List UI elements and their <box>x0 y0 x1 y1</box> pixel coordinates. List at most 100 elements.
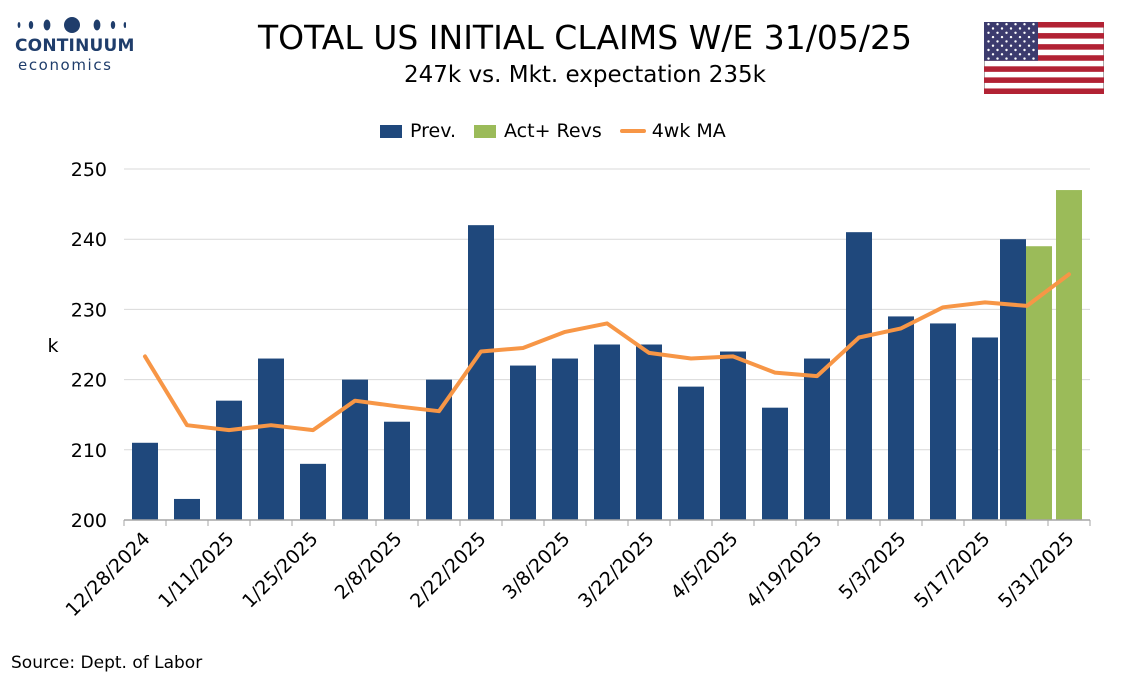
legend-label-prev: Prev. <box>410 120 457 142</box>
flag-star <box>991 27 995 30</box>
flag-star <box>1018 44 1022 47</box>
x-tick-label: 12/28/2024 <box>62 528 155 621</box>
flag-star <box>1032 48 1035 52</box>
flag-star <box>1009 35 1013 39</box>
flag-star <box>1023 57 1026 60</box>
flag-star <box>1014 23 1017 26</box>
legend-swatch-act <box>474 124 497 138</box>
flag-star <box>1018 35 1022 39</box>
flag-star <box>1000 44 1004 47</box>
flag-star <box>1018 53 1022 56</box>
flag-star <box>1009 27 1013 30</box>
bar-act <box>1026 246 1052 520</box>
x-tick-label: 4/19/2025 <box>742 528 826 612</box>
x-tick-label: 1/11/2025 <box>154 528 238 612</box>
x-tick-label: 2/8/2025 <box>331 528 407 604</box>
x-tick-label: 3/22/2025 <box>574 528 658 612</box>
y-tick-label: 220 <box>71 370 107 392</box>
logo-subtitle: economics <box>18 56 113 74</box>
flag-star <box>996 40 999 43</box>
bar-prev <box>510 365 536 520</box>
bar-prev <box>762 407 788 520</box>
flag-star <box>1014 31 1017 34</box>
chart-title: TOTAL US INITIAL CLAIMS W/E 31/05/25 <box>258 18 912 57</box>
bar-prev <box>930 323 956 520</box>
bar-prev <box>384 421 410 520</box>
bar-prev <box>426 379 452 520</box>
bar-prev <box>258 358 284 520</box>
x-tick-label: 5/3/2025 <box>835 528 911 604</box>
bar-prev <box>216 400 242 520</box>
flag-star <box>1000 35 1004 39</box>
flag-star <box>991 53 995 56</box>
x-tick-label: 1/25/2025 <box>238 528 322 612</box>
source-note: Source: Dept. of Labor <box>11 653 203 673</box>
logo-name: CONTINUUM <box>15 36 135 56</box>
y-axis-label: k <box>47 335 58 357</box>
x-tick-label: 5/31/2025 <box>994 528 1078 612</box>
flag-star <box>987 48 990 52</box>
bar-prev <box>846 232 872 520</box>
bar-prev <box>720 351 746 520</box>
flag-star <box>1005 48 1008 52</box>
flag-star <box>996 23 999 26</box>
y-tick-label: 230 <box>71 299 107 321</box>
legend-item-ma: 4wk MA <box>619 120 726 142</box>
flag-star <box>987 40 990 43</box>
legend-item-act: Act+ Revs <box>474 120 602 142</box>
x-tick-label: 3/8/2025 <box>499 528 575 604</box>
flag-star <box>987 31 990 34</box>
flag-star <box>1027 27 1031 30</box>
bar-prev <box>174 498 200 520</box>
bar-prev <box>552 358 578 520</box>
flag-star <box>1014 57 1017 60</box>
legend-item-prev: Prev. <box>380 120 456 142</box>
ma-line-layer <box>143 272 1071 433</box>
logo-dots-icon <box>17 17 126 33</box>
flag-star <box>1005 23 1008 26</box>
flag-star <box>1023 40 1026 43</box>
bar-prev <box>300 463 326 520</box>
bar-prev <box>1000 239 1026 520</box>
flag-star <box>1032 23 1035 26</box>
flag-star <box>1009 53 1013 56</box>
flag-star <box>1032 31 1035 34</box>
bar-prev <box>132 442 158 520</box>
flag-star <box>996 48 999 52</box>
flag-star <box>1009 44 1013 47</box>
bar-prev <box>804 358 830 520</box>
flag-star <box>1005 31 1008 34</box>
flag-star <box>1027 35 1031 39</box>
chart-legend: Prev. Act+ Revs 4wk MA <box>380 120 744 142</box>
legend-swatch-ma <box>619 129 646 133</box>
y-tick-label: 200 <box>71 510 107 532</box>
flag-star <box>991 44 995 47</box>
flag-star <box>996 57 999 60</box>
legend-label-act: Act+ Revs <box>504 120 602 142</box>
bar-prev <box>594 344 620 520</box>
flag-star <box>1005 40 1008 43</box>
x-tick-label: 2/22/2025 <box>406 528 490 612</box>
flag-star <box>1027 44 1031 47</box>
flag-star <box>1027 53 1031 56</box>
legend-swatch-prev <box>380 124 402 138</box>
flag-star <box>1023 31 1026 34</box>
flag-star <box>1018 27 1022 30</box>
brand-logo: CONTINUUM economics <box>12 14 137 76</box>
flag-star <box>1000 27 1004 30</box>
flag-star <box>1014 40 1017 43</box>
flag-star <box>987 23 990 26</box>
grid-lines <box>124 168 1090 451</box>
flag-star <box>987 57 990 60</box>
y-tick-label: 210 <box>71 440 107 462</box>
y-tick-label: 240 <box>71 229 107 251</box>
flag-star <box>1023 23 1026 26</box>
flag-star <box>1014 48 1017 52</box>
flag-star <box>1032 40 1035 43</box>
x-tick-label: 4/5/2025 <box>667 528 743 604</box>
flag-star <box>1023 48 1026 52</box>
flag-star <box>996 31 999 34</box>
bar-prev <box>888 316 914 520</box>
flag-star <box>1005 57 1008 60</box>
